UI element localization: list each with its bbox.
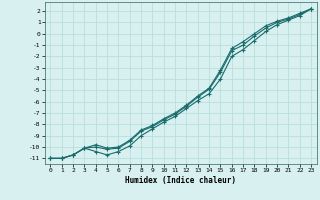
X-axis label: Humidex (Indice chaleur): Humidex (Indice chaleur) xyxy=(125,176,236,185)
